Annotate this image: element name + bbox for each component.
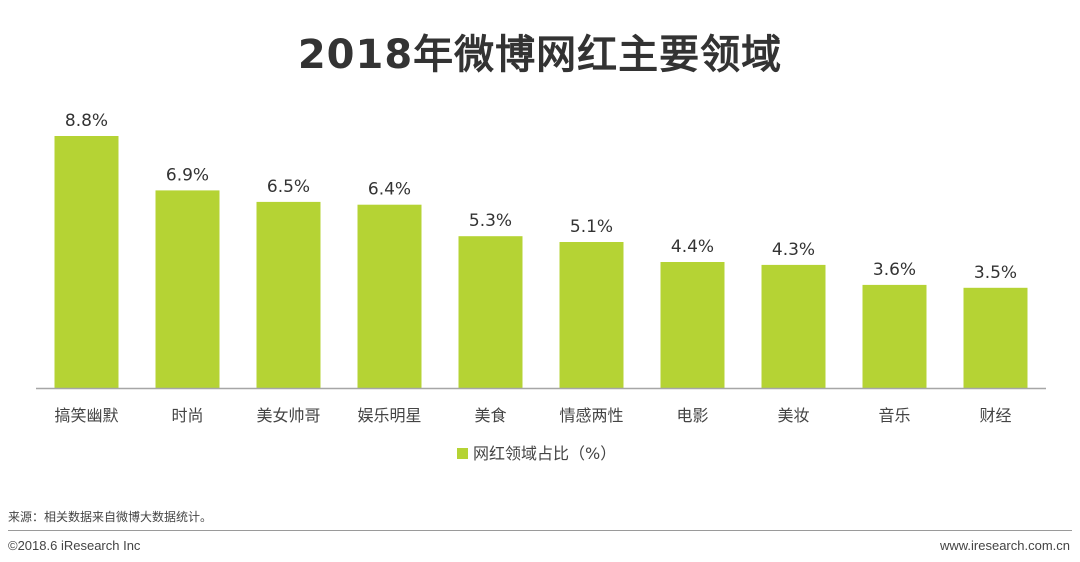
bar-5 bbox=[458, 236, 523, 388]
legend: 网红领域占比（%） bbox=[457, 444, 616, 463]
bar-10 bbox=[963, 287, 1028, 388]
chart-title: 2018年微博网红主要领域 bbox=[297, 32, 783, 78]
bar-value-label: 6.4% bbox=[368, 180, 411, 200]
category-label: 时尚 bbox=[171, 406, 203, 425]
bar-4 bbox=[357, 204, 422, 388]
bar-8 bbox=[761, 264, 826, 388]
category-label: 美女帅哥 bbox=[256, 406, 320, 425]
source-note: 来源：相关数据来自微博大数据统计。 bbox=[8, 510, 213, 524]
category-label: 美妆 bbox=[777, 406, 809, 425]
bar-value-label: 4.3% bbox=[772, 240, 815, 260]
category-label: 音乐 bbox=[878, 406, 910, 425]
legend-label: 网红领域占比（%） bbox=[473, 444, 616, 463]
bar-value-label: 6.5% bbox=[267, 177, 310, 197]
bar-value-label: 4.4% bbox=[671, 237, 714, 257]
website-text: www.iresearch.com.cn bbox=[939, 538, 1070, 553]
bar-6 bbox=[559, 242, 624, 388]
bar-value-label: 3.5% bbox=[974, 263, 1017, 283]
category-label: 娱乐明星 bbox=[357, 406, 421, 425]
bar-value-label: 3.6% bbox=[873, 260, 916, 280]
bar-3 bbox=[256, 201, 321, 388]
value-labels-layer: 8.8% 6.9% 6.5% 6.4% 5.3% 5.1% 4.4% 4.3% 3.6% 3.5% bbox=[65, 111, 1017, 283]
category-label: 搞笑幽默 bbox=[54, 406, 118, 425]
bars-layer bbox=[54, 136, 1028, 388]
bar-value-label: 5.1% bbox=[570, 217, 613, 237]
footer-divider bbox=[8, 530, 1072, 531]
category-label: 电影 bbox=[676, 406, 708, 425]
category-label: 情感两性 bbox=[559, 406, 623, 425]
bar-value-label: 5.3% bbox=[469, 211, 512, 231]
legend-swatch bbox=[457, 448, 468, 459]
bar-2 bbox=[155, 190, 220, 388]
category-label: 美食 bbox=[474, 406, 506, 425]
bar-7 bbox=[660, 262, 725, 388]
bar-1 bbox=[54, 136, 119, 388]
bar-value-label: 6.9% bbox=[166, 165, 209, 185]
category-labels-layer: 搞笑幽默 时尚 美女帅哥 娱乐明星 美食 情感两性 电影 美妆 音乐 财经 bbox=[54, 406, 1011, 425]
copyright-text: ©2018.6 iResearch Inc bbox=[8, 538, 141, 553]
bar-chart: 8.8% 6.9% 6.5% 6.4% 5.3% 5.1% 4.4% 4.3% 3.6% 3.5%… bbox=[36, 111, 1046, 463]
bar-value-label: 8.8% bbox=[65, 111, 108, 131]
bar-9 bbox=[862, 284, 927, 388]
category-label: 财经 bbox=[979, 406, 1011, 425]
